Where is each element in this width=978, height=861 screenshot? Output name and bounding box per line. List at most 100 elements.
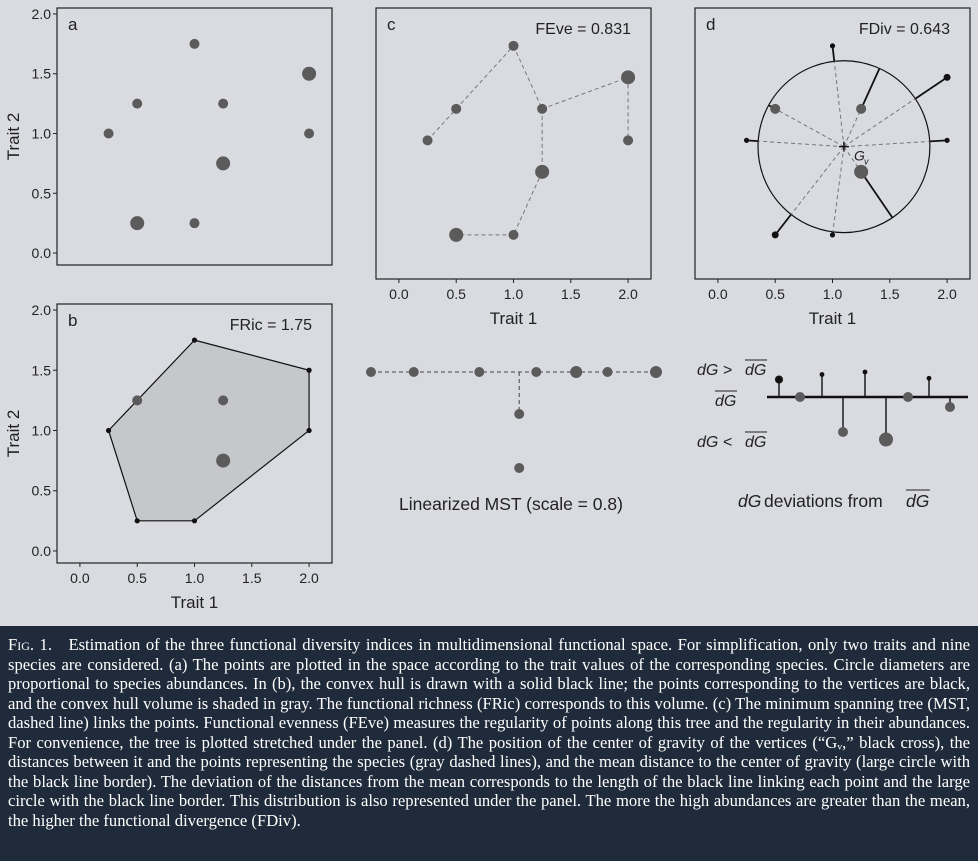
dg-gt-label: dG > [697,362,732,379]
panel-d-xtick-label: 2.0 [937,286,957,302]
mst-linear-point [366,367,376,377]
dg-caption-bar: dG [906,491,929,511]
panel-d-xtick-label: 1.5 [880,286,900,302]
centroid-label-sub: v [864,157,869,167]
panel-c-xtick-label: 0.5 [446,286,466,302]
panel-a-ytick-label: 1.0 [32,126,52,142]
mst-edge [513,45,543,110]
panel-a-ytick-label: 0.0 [32,245,52,261]
species-point-d [743,137,750,143]
dg-gt-bar-label: dG [745,362,766,379]
mean-distance-circle [757,60,931,234]
species-point-a [130,216,145,231]
panel-c-letter: c [387,15,396,34]
dg-deviation-point [903,392,913,402]
linearized-mst: Linearized MST (scale = 0.8) [366,366,662,514]
figure: a 0.0 0.5 1.0 1.5 2.0 Trait 2 b FRic = 1.75 0.0 0.… [0,0,978,626]
panel-b-xtick-label: 0.0 [70,570,90,586]
species-point-c [422,135,433,146]
figure-svg: a 0.0 0.5 1.0 1.5 2.0 Trait 2 b FRic = 1.75 0.0 0.… [4,6,971,612]
species-point-d [829,43,836,49]
panel-c-xtick-label: 1.0 [504,286,524,302]
panel-b-xtick-label: 0.5 [127,570,147,586]
panel-a-frame [56,7,333,266]
deviation-line [860,171,894,219]
species-point-a [189,218,200,229]
panel-b-ylabel: Trait 2 [4,410,23,458]
panel-c-xtick-label: 0.0 [389,286,409,302]
panel-d-xtick-label: 0.5 [765,286,785,302]
convex-hull [107,339,310,522]
dg-deviations: dG > dG dG dG < dG dG deviations from dG [697,359,968,511]
mst-linear-point [602,367,613,377]
panel-c-xlabel: Trait 1 [490,309,538,328]
species-point-a [103,128,114,139]
distance-line [843,146,862,173]
species-point-a [216,156,231,171]
mst-linear-point [570,366,583,378]
deviation-line [929,139,948,143]
species-point-b [216,453,231,468]
panel-a-ylabel: Trait 2 [4,113,23,161]
panel-b-xtick-label: 2.0 [299,570,319,586]
distance-line [832,146,845,235]
dg-deviation-point [795,392,805,402]
species-point-c [535,164,550,179]
species-point-b [218,395,229,406]
species-point-b [191,337,198,343]
panel-a-ytick-label: 2.0 [32,6,52,22]
caption-fig-label: Fig. 1. [8,635,52,654]
species-point-a [189,38,200,49]
panel-a-ytick-label: 1.5 [32,66,52,82]
panel-d-index: FDiv = 0.643 [859,21,950,38]
panel-d-xtick-label: 0.0 [708,286,728,302]
species-point-a [304,128,315,139]
species-point-b [191,518,198,524]
panel-a-ytick-label: 0.5 [32,185,52,201]
mst-edge [427,108,457,141]
distance-line [774,108,845,148]
species-point-b [306,427,312,434]
panel-b: b FRic = 1.75 0.0 0.5 1.0 1.5 2.0 Trait 2 0.0 0.5… [4,302,333,612]
panel-a-letter: a [68,15,78,34]
distance-line [746,139,844,148]
mst-linear-point [514,409,525,419]
panel-b-xlabel: Trait 1 [171,593,219,612]
species-point-c [449,227,464,242]
mst-edge [541,76,629,110]
species-point-b [134,518,140,524]
panel-b-index: FRic = 1.75 [230,317,312,334]
species-point-c [508,40,519,51]
dg-deviation-point [926,375,932,381]
panel-b-ytick-label: 2.0 [32,302,52,318]
species-point-d [771,231,779,239]
panel-c: c FEve = 0.831 0.0 0.5 1.0 1.5 2.0 Trait 1 [375,7,652,328]
mst-linear-point [474,367,485,377]
mst-edge [455,45,514,110]
panel-d: d FDiv = 0.643 0.0 0.5 1.0 1.5 2.0 Trait 1 G v [694,7,971,328]
dg-deviation-point [945,402,955,412]
species-point-c [508,229,519,240]
panel-b-xtick-label: 1.5 [242,570,262,586]
species-point-c [621,70,636,85]
dg-lt-bar-label: dG [745,434,766,451]
panel-c-xtick-label: 2.0 [618,286,638,302]
centroid-label: G [854,148,865,164]
dg-deviation-point [879,432,893,447]
dg-deviation-point [775,375,783,384]
panel-c-xtick-label: 1.5 [561,286,581,302]
species-point-c [451,103,462,114]
mst-linear-point [650,366,662,378]
mst-edge [513,171,543,236]
panel-d-xlabel: Trait 1 [809,309,857,328]
species-point-d [854,164,869,179]
species-point-a [302,66,317,81]
species-point-a [218,98,229,109]
dg-deviation-point [819,372,825,377]
panel-b-ytick-label: 1.5 [32,362,52,378]
panel-a: a 0.0 0.5 1.0 1.5 2.0 Trait 2 [4,6,333,266]
species-point-b [105,427,112,434]
deviation-line [774,213,792,236]
mst-linear-point [531,367,542,377]
panel-b-ytick-label: 0.5 [32,483,52,499]
